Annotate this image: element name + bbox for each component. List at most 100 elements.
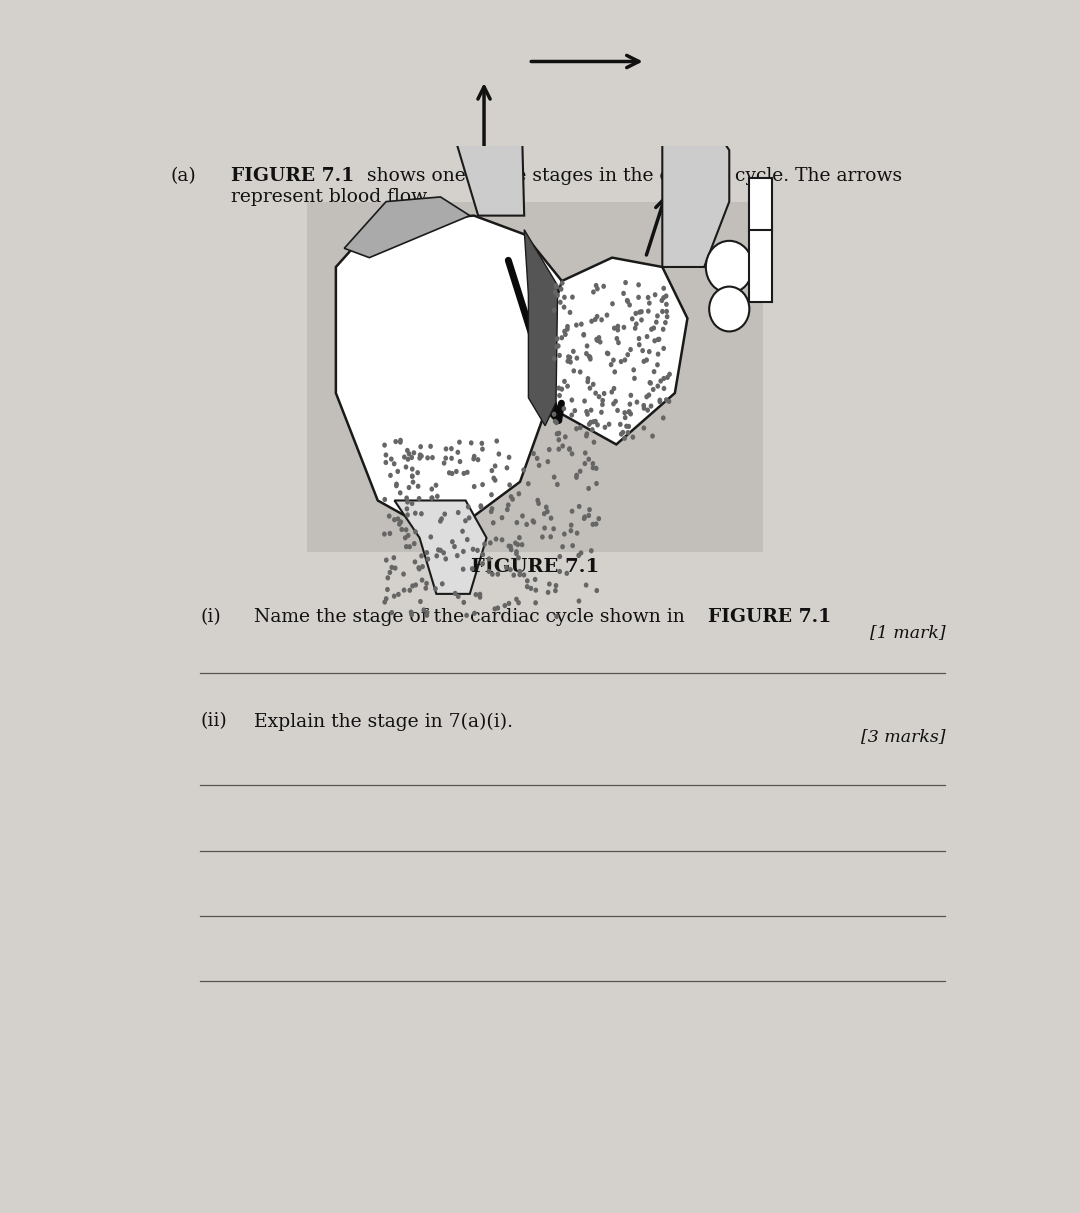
Circle shape <box>665 375 670 380</box>
Circle shape <box>557 554 563 559</box>
Circle shape <box>579 321 583 326</box>
Circle shape <box>556 446 562 451</box>
Circle shape <box>591 382 595 387</box>
Circle shape <box>502 603 508 608</box>
Circle shape <box>489 468 495 473</box>
Circle shape <box>490 571 495 577</box>
Circle shape <box>507 600 511 606</box>
Circle shape <box>594 466 598 471</box>
Circle shape <box>568 359 572 365</box>
Circle shape <box>599 410 604 415</box>
Circle shape <box>434 553 440 558</box>
Circle shape <box>554 344 559 349</box>
Circle shape <box>565 571 569 576</box>
Circle shape <box>438 547 443 553</box>
Circle shape <box>487 569 491 574</box>
Circle shape <box>553 588 557 593</box>
Polygon shape <box>524 229 557 426</box>
Circle shape <box>410 479 416 485</box>
Circle shape <box>651 387 656 392</box>
Circle shape <box>568 528 573 534</box>
Circle shape <box>406 533 410 539</box>
Circle shape <box>588 357 593 361</box>
Circle shape <box>442 461 446 466</box>
Circle shape <box>595 314 599 319</box>
Circle shape <box>515 542 521 547</box>
Circle shape <box>487 557 491 562</box>
Circle shape <box>403 535 407 541</box>
Circle shape <box>528 586 534 591</box>
Circle shape <box>626 409 632 415</box>
Polygon shape <box>508 38 521 52</box>
Circle shape <box>472 610 476 616</box>
Circle shape <box>519 542 525 547</box>
Circle shape <box>419 553 423 558</box>
Circle shape <box>635 399 639 405</box>
Circle shape <box>382 531 387 536</box>
Circle shape <box>494 536 498 542</box>
Circle shape <box>624 423 629 429</box>
Circle shape <box>383 460 388 465</box>
Circle shape <box>599 317 604 323</box>
Circle shape <box>621 429 625 435</box>
Circle shape <box>401 571 406 576</box>
Circle shape <box>386 587 390 592</box>
Circle shape <box>434 483 438 488</box>
Circle shape <box>652 292 658 297</box>
Circle shape <box>399 519 403 524</box>
Circle shape <box>661 326 665 332</box>
Circle shape <box>416 565 421 570</box>
Circle shape <box>509 494 513 500</box>
Circle shape <box>469 440 473 445</box>
Circle shape <box>622 358 627 363</box>
Circle shape <box>637 342 642 347</box>
Circle shape <box>416 484 420 489</box>
Text: (i): (i) <box>200 608 221 626</box>
Circle shape <box>595 337 599 343</box>
Circle shape <box>531 451 536 456</box>
Circle shape <box>568 309 572 315</box>
Circle shape <box>598 340 603 344</box>
Circle shape <box>514 520 519 525</box>
Circle shape <box>534 600 538 605</box>
Circle shape <box>416 471 420 475</box>
Circle shape <box>578 468 582 474</box>
Circle shape <box>406 456 410 462</box>
Circle shape <box>637 309 642 315</box>
Circle shape <box>619 359 623 364</box>
Circle shape <box>545 459 550 465</box>
Circle shape <box>660 298 664 303</box>
Circle shape <box>496 605 500 610</box>
Circle shape <box>414 529 418 535</box>
Circle shape <box>595 422 599 427</box>
Circle shape <box>562 295 567 300</box>
Circle shape <box>394 483 399 489</box>
Circle shape <box>594 588 599 593</box>
Circle shape <box>591 522 595 526</box>
Polygon shape <box>394 501 486 594</box>
Circle shape <box>410 467 415 472</box>
Circle shape <box>629 411 633 416</box>
Circle shape <box>522 573 526 577</box>
Circle shape <box>594 283 598 287</box>
Circle shape <box>383 452 389 457</box>
Circle shape <box>424 610 430 615</box>
Circle shape <box>552 308 556 313</box>
Circle shape <box>404 543 408 549</box>
Circle shape <box>443 512 447 517</box>
Circle shape <box>404 465 408 469</box>
Circle shape <box>623 280 627 285</box>
Circle shape <box>420 577 424 582</box>
Circle shape <box>639 318 644 323</box>
Circle shape <box>472 484 476 489</box>
Circle shape <box>404 495 409 501</box>
Circle shape <box>453 543 457 549</box>
Circle shape <box>575 355 579 360</box>
Circle shape <box>524 522 529 526</box>
Circle shape <box>658 398 662 403</box>
Circle shape <box>582 398 586 404</box>
Circle shape <box>513 541 517 546</box>
Circle shape <box>562 304 566 309</box>
Circle shape <box>606 351 610 357</box>
Text: shows one of the stages in the cardiac cycle. The arrows: shows one of the stages in the cardiac c… <box>361 167 902 186</box>
